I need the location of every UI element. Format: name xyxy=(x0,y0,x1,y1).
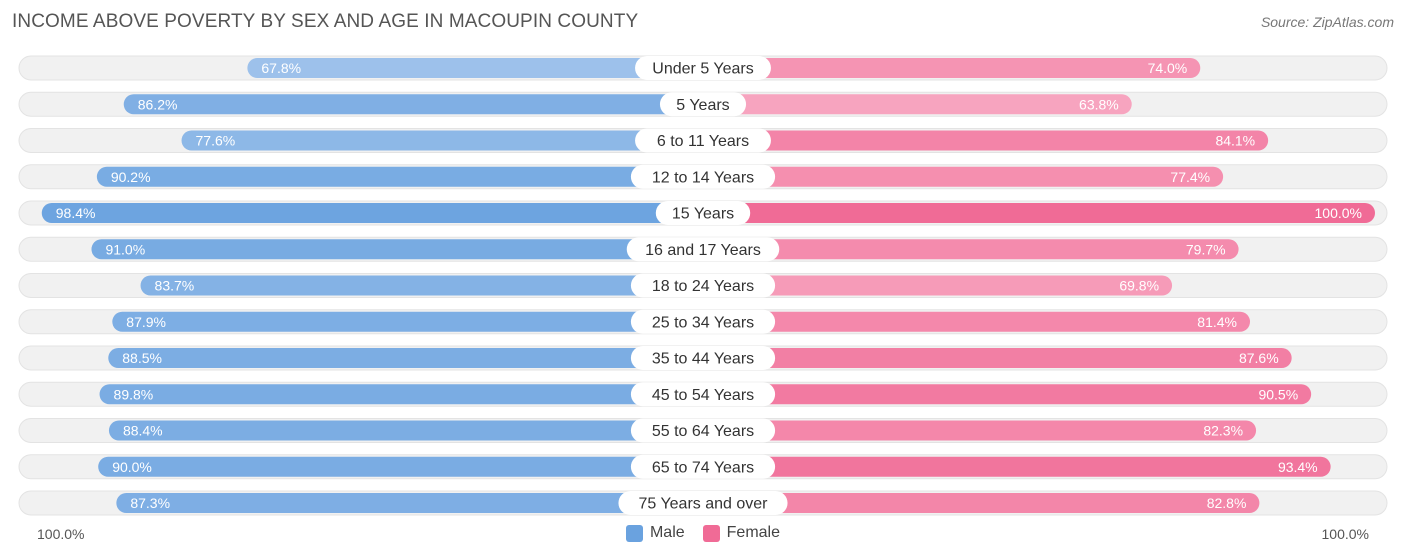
male-value-label: 83.7% xyxy=(155,278,195,294)
category-label: 75 Years and over xyxy=(639,496,769,513)
axis-left-label: 100.0% xyxy=(37,526,85,542)
legend-swatch-male xyxy=(625,524,643,542)
male-bar xyxy=(99,384,703,405)
male-bar xyxy=(91,239,704,260)
male-value-label: 88.5% xyxy=(122,350,162,366)
male-bar xyxy=(108,420,703,441)
category-label: 55 to 64 Years xyxy=(652,423,754,440)
female-bar xyxy=(703,94,1132,115)
female-bar xyxy=(703,58,1201,78)
legend-label-male: Male xyxy=(649,524,685,541)
female-value-label: 82.3% xyxy=(1203,423,1243,439)
female-bar xyxy=(703,203,1375,223)
female-value-label: 84.1% xyxy=(1215,133,1255,149)
category-label: 35 to 44 Years xyxy=(652,351,754,368)
legend: Male Female xyxy=(0,524,1406,542)
category-label: 25 to 34 Years xyxy=(652,314,754,331)
male-bar xyxy=(140,275,703,296)
male-value-label: 67.8% xyxy=(261,60,301,76)
category-pill xyxy=(630,273,776,298)
category-pill xyxy=(635,128,771,153)
male-bar xyxy=(41,203,703,223)
category-label: 15 Years xyxy=(672,206,734,223)
female-value-label: 74.0% xyxy=(1148,60,1188,76)
category-label: 18 to 24 Years xyxy=(652,278,754,295)
legend-item-female: Female xyxy=(702,524,781,542)
female-value-label: 63.8% xyxy=(1079,96,1119,112)
female-bar xyxy=(703,456,1331,477)
male-bar xyxy=(108,348,703,368)
female-value-label: 69.8% xyxy=(1119,278,1159,294)
female-bar xyxy=(703,493,1260,513)
category-label: Under 5 Years xyxy=(652,61,753,78)
legend-swatch-female xyxy=(702,524,720,542)
legend-label-female: Female xyxy=(726,524,781,541)
male-value-label: 90.0% xyxy=(112,459,152,475)
category-pill xyxy=(635,56,771,80)
category-pill xyxy=(630,346,776,370)
female-value-label: 79.7% xyxy=(1186,241,1226,257)
female-value-label: 81.4% xyxy=(1197,314,1237,330)
category-pill xyxy=(630,309,776,334)
category-pill xyxy=(630,164,776,189)
chart-title: INCOME ABOVE POVERTY BY SEX AND AGE IN M… xyxy=(12,11,639,32)
male-value-label: 90.2% xyxy=(111,169,151,185)
category-pill xyxy=(630,418,776,443)
female-value-label: 82.8% xyxy=(1207,495,1247,511)
male-bar xyxy=(96,166,703,187)
category-pill xyxy=(630,454,776,479)
female-value-label: 87.6% xyxy=(1239,350,1279,366)
category-pill xyxy=(630,382,776,407)
male-bar xyxy=(98,456,703,477)
category-pill xyxy=(618,491,788,515)
female-value-label: 77.4% xyxy=(1170,169,1210,185)
female-bar xyxy=(703,384,1312,405)
male-value-label: 88.4% xyxy=(123,423,163,439)
chart-canvas: 67.8% 74.0% Under 5 Years 86.2% 63.8% 5 Years… xyxy=(18,55,1388,516)
female-value-label: 100.0% xyxy=(1315,205,1362,221)
male-bar xyxy=(123,94,703,115)
category-label: 6 to 11 Years xyxy=(657,133,749,150)
male-value-label: 87.3% xyxy=(130,495,170,511)
male-value-label: 87.9% xyxy=(126,314,166,330)
male-value-label: 77.6% xyxy=(196,133,236,149)
male-value-label: 98.4% xyxy=(56,205,96,221)
female-bar xyxy=(703,420,1257,441)
category-label: 12 to 14 Years xyxy=(652,169,754,186)
female-bar xyxy=(703,348,1292,368)
category-pill xyxy=(659,92,747,117)
female-bar xyxy=(703,130,1269,151)
female-value-label: 93.4% xyxy=(1278,459,1318,475)
female-value-label: 90.5% xyxy=(1258,386,1298,402)
female-bar xyxy=(703,311,1251,332)
female-bar xyxy=(703,239,1239,260)
male-bar xyxy=(112,311,703,332)
male-value-label: 89.8% xyxy=(114,386,154,402)
axis-right-label: 100.0% xyxy=(1321,526,1369,542)
category-label: 5 Years xyxy=(676,97,729,114)
male-value-label: 91.0% xyxy=(105,241,145,257)
male-bar xyxy=(247,58,703,78)
male-bar xyxy=(116,493,704,513)
category-pill xyxy=(626,237,780,262)
source-credit: Source: ZipAtlas.com xyxy=(1260,14,1394,30)
category-pill xyxy=(655,201,751,225)
male-value-label: 86.2% xyxy=(138,96,178,112)
female-bar xyxy=(703,166,1224,187)
category-label: 16 and 17 Years xyxy=(645,242,761,259)
female-bar xyxy=(703,275,1173,296)
legend-item-male: Male xyxy=(625,524,685,542)
category-label: 65 to 74 Years xyxy=(652,459,754,476)
male-bar xyxy=(181,130,703,151)
category-label: 45 to 54 Years xyxy=(652,387,754,404)
